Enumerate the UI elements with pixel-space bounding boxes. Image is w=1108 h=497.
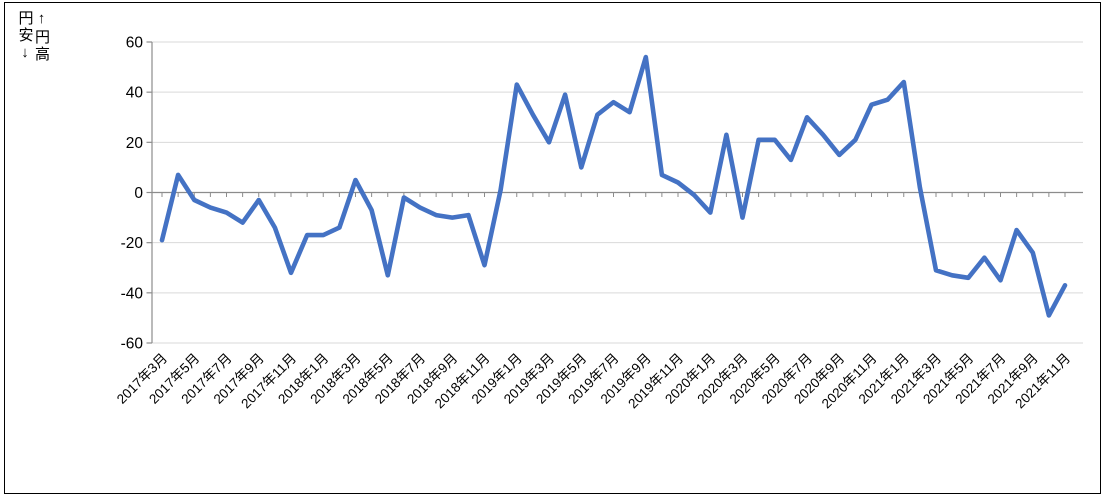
y-tick-label: -20 (121, 235, 144, 252)
y-axis-title-top: ↑円高 (33, 10, 50, 63)
chart-frame-border (4, 2, 1101, 494)
series-line (159, 54, 1068, 318)
y-tick-label: 40 (126, 85, 144, 102)
y-axis-title: ↑円高 円安↓ (16, 10, 51, 63)
y-tick-label: 60 (126, 35, 144, 52)
y-tick-label: 20 (126, 135, 144, 152)
y-axis-title-bottom: 円安↓ (16, 10, 34, 63)
y-tick-label: -40 (121, 285, 144, 302)
y-tick-label: -60 (121, 336, 144, 353)
y-tick-label: 0 (134, 185, 143, 202)
